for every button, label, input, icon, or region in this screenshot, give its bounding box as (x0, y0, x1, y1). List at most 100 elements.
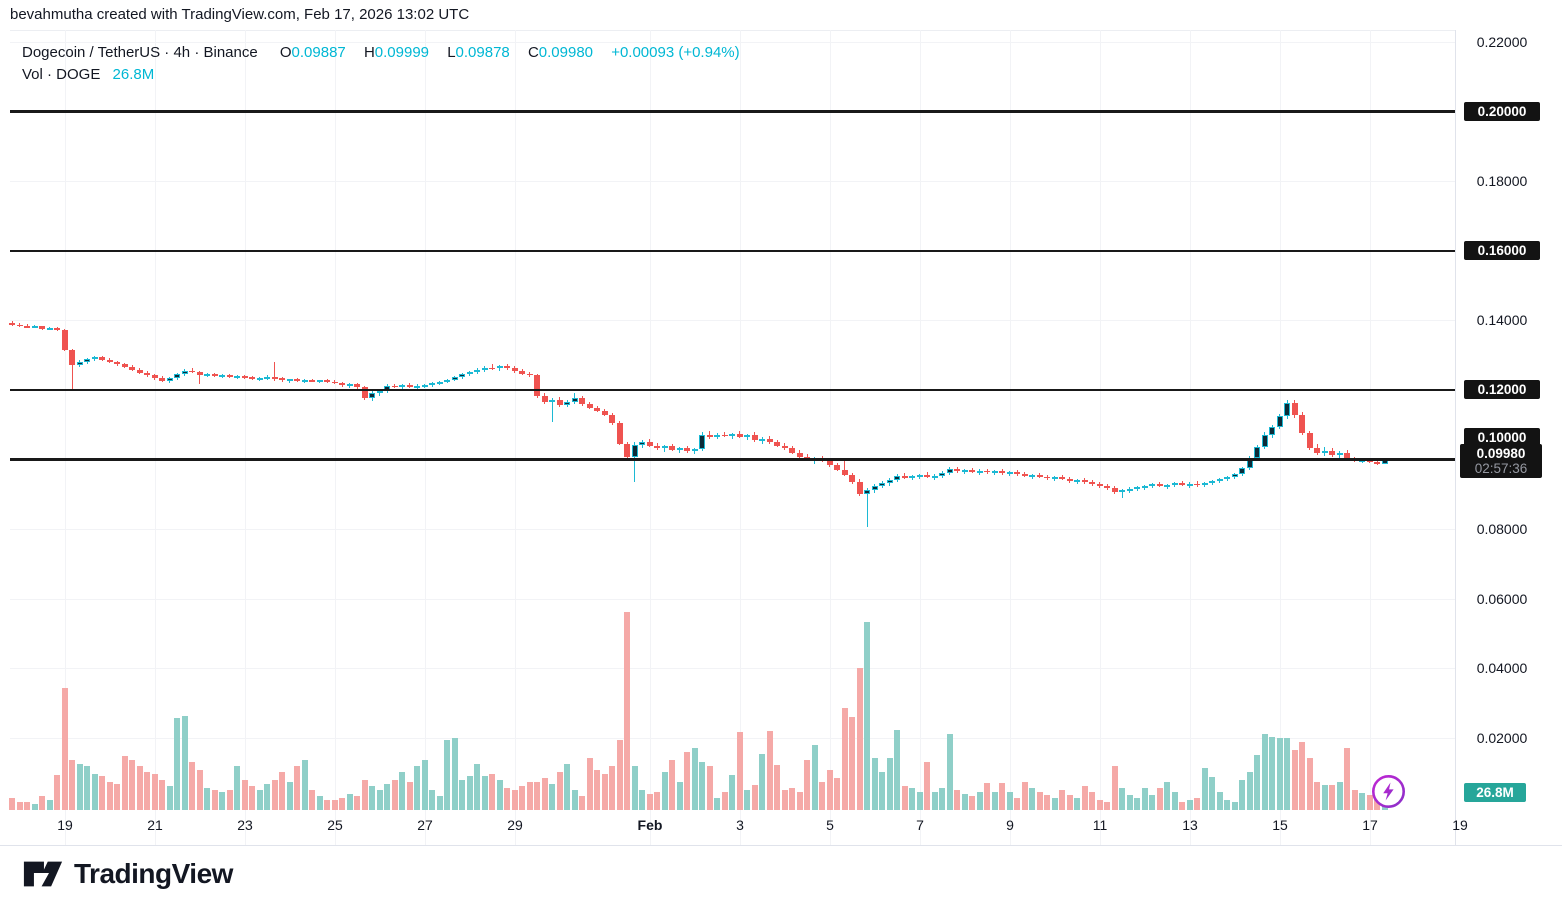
pane-top-border (10, 30, 1455, 31)
candle (301, 379, 308, 382)
volume-bar (624, 612, 630, 810)
volume-bar (489, 774, 495, 810)
volume-bar (736, 732, 743, 810)
volume-bar (676, 782, 683, 810)
volume-bar (511, 790, 518, 810)
candle (1201, 483, 1208, 486)
candle (136, 369, 143, 373)
volume-bar (646, 794, 653, 810)
volume-bar (789, 788, 795, 810)
candle (646, 442, 653, 446)
candle (1081, 480, 1088, 483)
lightning-icon (1372, 775, 1405, 808)
h-gridline (10, 181, 1455, 183)
low-label: L (447, 44, 456, 61)
candle (1059, 477, 1065, 480)
candle (1374, 461, 1380, 464)
volume-bar (204, 788, 210, 810)
volume-bar (564, 764, 570, 810)
price-tick-label: 0.08000 (1476, 521, 1528, 538)
flash-boost-button[interactable] (1370, 773, 1407, 810)
candle (219, 375, 225, 378)
volume-bar (1164, 782, 1170, 810)
volume-bar (324, 800, 330, 810)
volume-bar (871, 758, 878, 810)
candle (406, 385, 413, 388)
candle (331, 381, 338, 384)
volume-bar (54, 775, 60, 810)
volume-bar (504, 788, 510, 810)
chart-legend: Dogecoin / TetherUS · 4h · Binance O0.09… (22, 42, 740, 86)
volume-bar (421, 760, 428, 810)
candle (309, 379, 315, 382)
candle (1216, 479, 1223, 482)
volume-bar (1306, 758, 1313, 810)
candle (1231, 474, 1238, 477)
v-gridline (650, 30, 651, 845)
volume-bar (9, 798, 15, 810)
candle (796, 452, 803, 457)
volume-bar (241, 780, 248, 810)
candle (654, 445, 660, 448)
time-tick-label: 17 (1362, 817, 1378, 833)
volume-bar (31, 804, 38, 810)
candle (1194, 483, 1200, 486)
volume-bar (1276, 738, 1283, 810)
candle (46, 328, 53, 331)
volume-bar (271, 780, 278, 810)
candle (294, 379, 300, 381)
candle (1051, 477, 1058, 480)
candle (1291, 402, 1298, 416)
volume-label: Vol · DOGE (22, 66, 101, 83)
volume-bar (1126, 795, 1133, 810)
candle (1314, 447, 1320, 454)
candle (369, 393, 375, 398)
candle (984, 470, 990, 473)
candle (279, 378, 285, 381)
candle (249, 377, 255, 380)
volume-bar (826, 770, 833, 810)
candle (609, 415, 615, 424)
volume-bar (361, 780, 368, 810)
volume-bar (346, 794, 353, 810)
volume-bar (1006, 792, 1013, 810)
symbol-title: Dogecoin / TetherUS · 4h · Binance (22, 44, 258, 61)
candle (1149, 484, 1155, 487)
volume-bar (114, 784, 120, 810)
v-gridline (155, 30, 156, 845)
volume-bar (436, 796, 443, 810)
candle (324, 380, 330, 382)
candle (579, 398, 585, 404)
tradingview-logo[interactable]: TradingView (22, 858, 233, 890)
volume-bar (61, 688, 68, 810)
volume-bar (744, 790, 750, 810)
volume-bar (196, 770, 203, 810)
volume-bar (1261, 734, 1268, 810)
candle (549, 399, 555, 402)
candle (1209, 481, 1215, 484)
volume-bar (1134, 798, 1140, 810)
candle (1036, 474, 1043, 477)
volume-bar (1201, 768, 1208, 810)
candle-wick (634, 442, 635, 483)
candle (534, 375, 540, 397)
candle (871, 485, 878, 490)
volume-bar (1141, 788, 1148, 810)
candle (1029, 474, 1035, 477)
volume-bar (519, 786, 525, 810)
volume-bar (294, 766, 300, 810)
volume-bar (234, 766, 240, 810)
volume-bar (991, 792, 998, 810)
volume-bar (1329, 785, 1335, 810)
v-gridline (1370, 30, 1371, 845)
candle (504, 366, 510, 369)
volume-bar (729, 775, 735, 810)
candle (556, 399, 563, 405)
candle (894, 476, 900, 480)
volume-bar (1104, 802, 1110, 810)
candle (999, 471, 1005, 474)
candle (474, 369, 480, 372)
candle (834, 465, 840, 471)
